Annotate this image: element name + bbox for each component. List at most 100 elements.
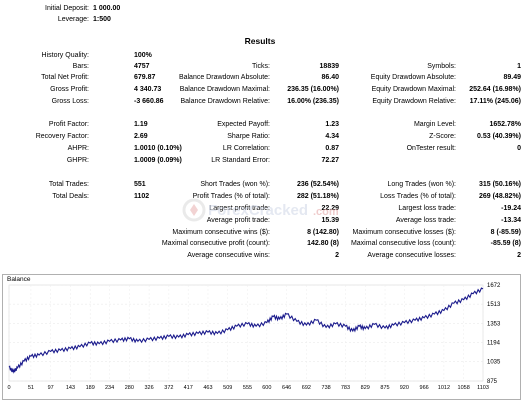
stat-label: Equity Drawdown Absolute:: [370, 74, 456, 81]
stat-value: 2: [335, 252, 339, 259]
stat-label: Total Net Profit:: [41, 74, 89, 81]
x-tick-label: 280: [125, 385, 134, 391]
stat-value: 1.0010 (0.10%): [134, 145, 182, 152]
x-tick-label: 600: [262, 385, 271, 391]
y-tick-label: 1353: [487, 321, 501, 327]
stat-label: Gross Loss:: [51, 98, 89, 105]
stat-value: 4.34: [325, 133, 339, 140]
x-tick-label: 692: [302, 385, 311, 391]
stat-label: Equity Drawdown Maximal:: [371, 86, 456, 93]
x-tick-label: 97: [48, 385, 54, 391]
stat-label: Bars:: [72, 63, 89, 70]
stat-value: 1102: [134, 193, 150, 200]
stat-value: -13.34: [501, 217, 521, 224]
stat-label: Total Deals:: [52, 193, 89, 200]
stat-value: 2: [517, 252, 521, 259]
stat-label: Largest loss trade:: [398, 205, 456, 212]
stat-label: Gross Profit:: [50, 86, 89, 93]
stat-value: 1652.78%: [489, 121, 521, 128]
header-label: Initial Deposit:: [45, 5, 89, 12]
stat-value: 679.87: [134, 74, 156, 81]
x-tick-label: 372: [164, 385, 173, 391]
x-tick-label: 875: [380, 385, 389, 391]
stat-label: GHPR:: [66, 157, 89, 164]
stat-label: Loss Trades (% of total):: [380, 193, 456, 200]
stat-value: 236 (52.54%): [296, 181, 339, 188]
x-tick-label: 234: [105, 385, 114, 391]
x-tick-label: 1058: [458, 385, 470, 391]
stat-label: Long Trades (won %):: [387, 181, 456, 188]
x-tick-label: 966: [420, 385, 429, 391]
x-tick-label: 1103: [477, 385, 489, 391]
stat-value: 4 340.73: [134, 86, 162, 93]
header-value: 1:500: [93, 16, 111, 23]
stat-value: 282 (51.18%): [296, 193, 339, 200]
stat-label: History Quality:: [41, 52, 89, 59]
stat-value: -3 660.86: [134, 98, 164, 105]
stat-value: 2.69: [134, 133, 148, 140]
stat-value: 8 (142.80): [307, 229, 339, 236]
x-tick-label: 0: [7, 385, 10, 391]
stat-value: 17.11% (245.06): [469, 98, 521, 105]
stat-value: 8 (-85.59): [490, 229, 521, 236]
stat-value: 0: [517, 145, 521, 152]
x-tick-label: 326: [145, 385, 154, 391]
stat-value: 0.53 (40.39%): [477, 133, 521, 140]
stat-value: 4757: [134, 63, 150, 70]
stat-label: Profit Trades (% of total):: [192, 193, 270, 200]
header-value: 1 000.00: [93, 5, 121, 12]
x-tick-label: 189: [86, 385, 95, 391]
balance-series-line: [8, 287, 484, 374]
stat-value: 142.80 (8): [307, 240, 339, 247]
y-tick-label: 1672: [487, 283, 501, 289]
x-tick-label: 555: [243, 385, 252, 391]
stat-value: 1.23: [325, 121, 339, 128]
x-tick-label: 829: [361, 385, 370, 391]
stat-value: 269 (48.82%): [478, 193, 521, 200]
x-tick-label: 646: [282, 385, 291, 391]
stat-value: -19.24: [501, 205, 521, 212]
stat-value: 236.35 (16.00%): [287, 86, 339, 93]
watermark-logo: ForexCracked .com: [180, 190, 340, 230]
stat-label: Maximal consecutive profit (count):: [161, 240, 270, 247]
stat-label: Average loss trade:: [395, 217, 456, 224]
watermark-suffix: .com: [313, 206, 339, 218]
stat-label: Short Trades (won %):: [200, 181, 270, 188]
x-tick-label: 509: [223, 385, 232, 391]
stat-value: 72.27: [321, 157, 339, 164]
x-tick-label: 1012: [438, 385, 450, 391]
stat-label: OnTester result:: [406, 145, 456, 152]
stat-label: Z-Score:: [429, 133, 456, 140]
watermark-brand: ForexCracked: [208, 202, 308, 219]
stat-value: -85.59 (8): [490, 240, 521, 247]
stat-label: Sharpe Ratio:: [227, 133, 270, 140]
header-label: Leverage:: [57, 16, 89, 23]
stat-label: AHPR:: [67, 145, 89, 152]
stat-label: Recovery Factor:: [35, 133, 89, 140]
stat-label: Average consecutive losses:: [367, 252, 456, 259]
stat-label: Expected Payoff:: [217, 121, 270, 128]
stat-label: Largest profit trade:: [209, 205, 270, 212]
stat-value: 15.39: [321, 217, 339, 224]
stat-label: LR Correlation:: [222, 145, 270, 152]
x-tick-label: 143: [66, 385, 75, 391]
x-tick-label: 920: [400, 385, 409, 391]
y-tick-label: 1194: [487, 341, 501, 347]
x-tick-label: 738: [322, 385, 331, 391]
stat-value: 18839: [319, 63, 339, 70]
stat-label: Average consecutive wins:: [187, 252, 270, 259]
stat-label: Balance Drawdown Maximal:: [179, 86, 270, 93]
stat-label: Balance Drawdown Relative:: [180, 98, 271, 105]
stat-value: 551: [134, 181, 146, 188]
stat-label: Maximum consecutive wins ($):: [172, 229, 270, 236]
stat-label: Profit Factor:: [48, 121, 89, 128]
balance-chart-panel: Balance 1672 1513 1353 1194 1035 875 0 51 97 143 1…: [2, 274, 521, 400]
stat-label: Maximal consecutive loss (count):: [350, 240, 456, 247]
stat-label: Average profit trade:: [206, 217, 270, 224]
plot-area: [8, 284, 484, 382]
stat-label: Ticks:: [251, 63, 270, 70]
x-tick-label: 51: [28, 385, 34, 391]
stat-label: Symbols:: [427, 63, 456, 70]
stat-value: 1.0009 (0.09%): [134, 157, 182, 164]
stat-value: 86.40: [321, 74, 339, 81]
